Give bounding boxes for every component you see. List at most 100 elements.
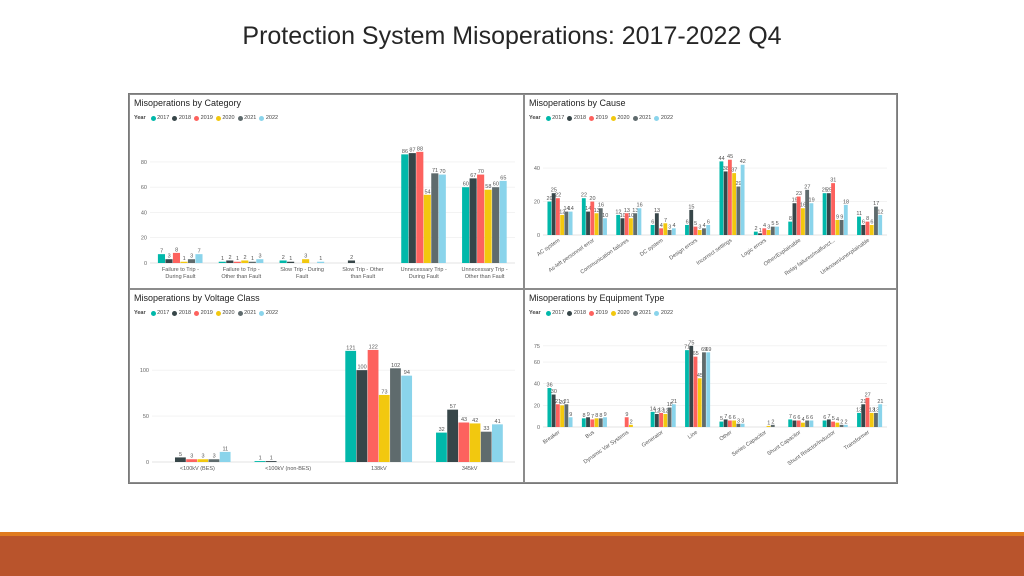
slide-title: Protection System Misoperations: 2017-20… [242, 22, 782, 50]
bar [861, 224, 866, 235]
legend-item[interactable]: 2017 [150, 115, 169, 121]
legend-swatch [194, 310, 200, 316]
data-label: 86 [402, 149, 408, 155]
y-tick-label: 60 [534, 360, 540, 366]
legend-item[interactable]: 2019 [194, 310, 213, 316]
legend-item[interactable]: 2021 [632, 310, 652, 316]
bar [637, 208, 642, 235]
legend-item[interactable]: 2019 [589, 115, 608, 121]
legend-item[interactable]: 2020 [610, 115, 630, 121]
data-label: 3 [168, 254, 171, 260]
bar [492, 187, 500, 263]
legend-item[interactable]: 2022 [259, 310, 278, 316]
bar [796, 420, 801, 427]
legend-label: 2021 [639, 115, 652, 121]
legend-swatch [567, 310, 573, 316]
legend-item[interactable]: 2022 [654, 115, 673, 121]
bar [256, 259, 264, 263]
bar [590, 419, 595, 427]
legend-item[interactable]: 2022 [654, 310, 673, 316]
legend-item[interactable]: 2021 [632, 115, 652, 121]
legend-item[interactable]: 2020 [610, 310, 630, 316]
data-label: 60 [463, 182, 469, 188]
data-label: 5 [771, 221, 774, 227]
legend-swatch [237, 310, 243, 316]
bar [732, 420, 737, 427]
legend-item[interactable]: 2018 [172, 310, 191, 316]
legend-item[interactable]: 2022 [259, 115, 278, 121]
bar [809, 203, 814, 235]
legend-swatch [172, 115, 178, 121]
panel-equipment[interactable]: Misoperations by Equipment Type Year 2017… [524, 289, 897, 483]
legend-item[interactable]: 2021 [237, 310, 256, 316]
legend-item[interactable]: 2019 [589, 310, 608, 316]
panel-category[interactable]: Misoperations by Category Year 2017 2018 20… [129, 94, 524, 289]
data-label: 33 [483, 426, 489, 432]
data-label: 21 [877, 399, 883, 405]
legend-item[interactable]: 2019 [194, 115, 213, 121]
x-tick-label: 138kV [371, 466, 387, 472]
panel-cause[interactable]: Misoperations by Cause Year 2017 2018 2019 2… [524, 94, 897, 289]
legend-item[interactable]: 2020 [215, 115, 235, 121]
bar [254, 461, 266, 462]
legend-title: Year [529, 310, 541, 316]
x-tick-label: <100kV (non-BES) [265, 466, 311, 472]
bar [408, 153, 416, 263]
legend-item[interactable]: 2017 [545, 310, 564, 316]
legend-label: 2022 [265, 310, 279, 316]
legend-item[interactable]: 2020 [215, 310, 235, 316]
x-tick-label: Transformer [843, 430, 871, 452]
data-label: 13 [856, 407, 862, 413]
data-label: 11 [222, 446, 228, 452]
legend-title: Year [134, 115, 146, 121]
x-tick-label: Design errors [668, 238, 699, 262]
legend-swatch [150, 310, 156, 316]
legend-label: 2021 [639, 310, 652, 316]
data-label: 1 [289, 256, 292, 262]
y-tick-label: 0 [146, 460, 149, 466]
legend-label: 2018 [573, 310, 587, 316]
bar [560, 214, 565, 235]
bar [753, 231, 758, 235]
bar [499, 180, 507, 263]
legend-item[interactable]: 2018 [567, 115, 586, 121]
bar [857, 216, 861, 235]
bar [547, 388, 552, 427]
legend-title: Year [529, 115, 541, 121]
data-label: 19 [792, 198, 798, 204]
bar [241, 260, 249, 263]
bar [831, 421, 835, 427]
bar [633, 213, 638, 235]
legend-item[interactable]: 2018 [567, 310, 586, 316]
bar [659, 412, 663, 427]
data-label: 4 [703, 223, 706, 229]
legend-item[interactable]: 2017 [150, 310, 169, 316]
data-label: 20 [547, 196, 553, 202]
data-label: 7 [789, 414, 792, 420]
data-label: 31 [830, 178, 836, 184]
data-label: 5 [776, 221, 779, 227]
bar [438, 174, 446, 263]
legend-item[interactable]: 2021 [237, 115, 256, 121]
data-label: 15 [688, 204, 694, 210]
data-label: 25 [826, 188, 832, 194]
y-tick-label: 20 [534, 403, 540, 409]
data-label: 13 [869, 407, 875, 413]
bar [801, 422, 805, 427]
data-label: 20 [559, 400, 565, 406]
panel-title: Misoperations by Voltage Class [134, 293, 260, 303]
bar [568, 417, 573, 427]
data-label: 122 [369, 344, 378, 350]
legend-label: 2020 [617, 115, 630, 121]
x-tick-label: AC system [536, 237, 562, 257]
legend-swatch [237, 115, 243, 121]
panel-voltage[interactable]: Misoperations by Voltage Class Year 2017 2… [129, 289, 524, 483]
bar [187, 259, 196, 263]
legend-item[interactable]: 2018 [172, 115, 191, 121]
bar [822, 193, 827, 235]
bar [723, 171, 728, 235]
bar [659, 228, 663, 235]
bar [727, 159, 732, 235]
legend-item[interactable]: 2017 [545, 115, 564, 121]
x-tick-label: Failure to Trip - [223, 267, 260, 273]
